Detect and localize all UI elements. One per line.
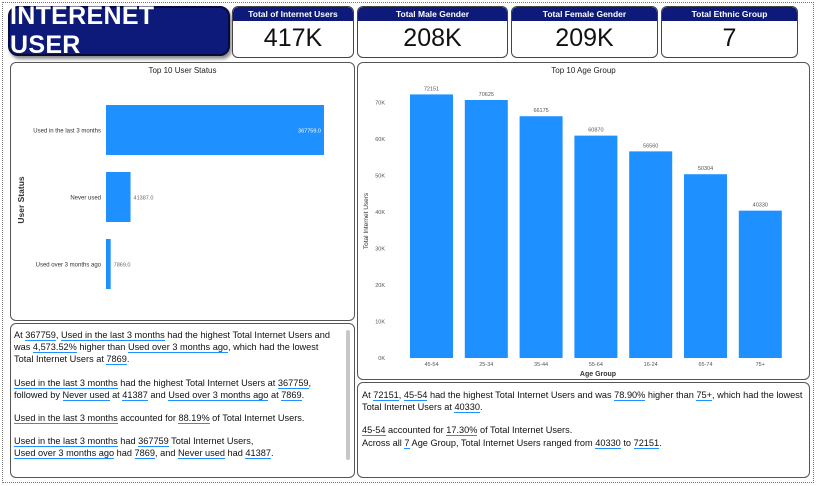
narrative-scrollbar[interactable] [346,330,350,460]
category-label: Never used [70,196,101,202]
age-group-chart-panel[interactable]: Top 10 Age Group Total Internet Users 0K 1… [357,62,810,380]
x-tick-label: 75+ [756,362,765,368]
x-tick-label: 65-74 [698,362,712,368]
user-status-chart: User Status Used in the last 3 months 3677… [16,105,324,289]
data-label: 56560 [643,143,658,149]
data-label: 40330 [753,203,768,209]
kpi-card-male[interactable]: Total Male Gender 208K [357,6,508,58]
kpi-value: 209K [555,24,614,52]
x-tick-label: 16-24 [644,362,658,368]
kpi-label: Total Ethnic Group [662,7,797,21]
user-status-chart-panel[interactable]: Top 10 User Status User Status Used in th… [10,62,355,321]
narrative-paragraph: Used in the last 3 months had the highes… [14,377,312,401]
kpi-value: 7 [722,24,737,52]
kpi-card-female[interactable]: Total Female Gender 209K [511,6,658,58]
kpi-card-ethnic-group[interactable]: Total Ethnic Group 7 [661,6,798,58]
y-tick-label: 10K [375,319,385,325]
data-label: 70625 [479,92,494,98]
bar [106,105,324,155]
y-tick-label: 20K [375,283,385,289]
x-axis-label: Age Group [580,371,616,378]
bar [410,94,453,358]
bar [574,135,618,358]
kpi-card-total-users[interactable]: Total of Internet Users 417K [232,6,354,58]
dashboard-title-banner: INTERENET USER [8,2,230,59]
narrative-paragraph: At 72151, 45-54 had the highest Total In… [362,390,803,414]
user-status-narrative[interactable]: At 367759, Used in the last 3 months had… [10,323,355,478]
kpi-label: Total Male Gender [358,7,507,21]
data-label: 60870 [588,128,603,134]
category-label: Used over 3 months ago [36,263,102,269]
bar [519,116,563,358]
age-group-chart: Total Internet Users 0K 10K 20K 30K 40K 50K 60K… [363,86,782,378]
chart-title: Top 10 User Status [148,66,217,75]
bar [738,210,782,358]
category-label: Used in the last 3 months [33,129,101,135]
bar [629,151,673,358]
y-tick-label: 60K [375,137,385,143]
bar [464,99,508,358]
y-axis-label: Total Internet Users [363,192,370,249]
y-tick-label: 40K [375,210,385,216]
bar [106,239,111,289]
y-axis-label: User Status [16,176,26,224]
age-group-narrative[interactable]: At 72151, 45-54 had the highest Total In… [357,382,810,478]
y-tick-label: 0K [378,356,385,362]
kpi-value: 417K [263,24,323,52]
narrative-paragraph: Used in the last 3 months accounted for … [14,413,305,425]
data-label: 66175 [533,108,548,114]
narrative-paragraph: 45-54 accounted for 17.30% of Total Inte… [362,425,662,449]
y-tick-label: 50K [375,173,385,179]
data-label: 7869.0 [114,263,131,269]
narrative-paragraph: At 367759, Used in the last 3 months had… [14,330,330,366]
y-tick-label: 70K [375,100,385,106]
dashboard-title: INTERENET USER [10,2,155,59]
kpi-value: 208K [403,24,462,52]
y-tick-label: 30K [375,246,385,252]
data-label: 367759.0 [298,129,321,135]
x-tick-label: 35-44 [534,362,548,368]
kpi-label: Total Female Gender [512,7,657,21]
x-tick-label: 45-54 [424,362,438,368]
x-tick-label: 25-34 [479,362,493,368]
chart-title: Top 10 Age Group [551,66,616,75]
x-tick-label: 55-64 [589,362,603,368]
bar [106,172,131,222]
bar [684,174,727,358]
kpi-label: Total of Internet Users [233,7,353,21]
data-label: 72151 [424,86,439,92]
data-label: 41387.0 [134,196,154,202]
narrative-paragraph: Used in the last 3 months had 367759 Tot… [14,436,274,460]
data-label: 50304 [698,166,713,172]
